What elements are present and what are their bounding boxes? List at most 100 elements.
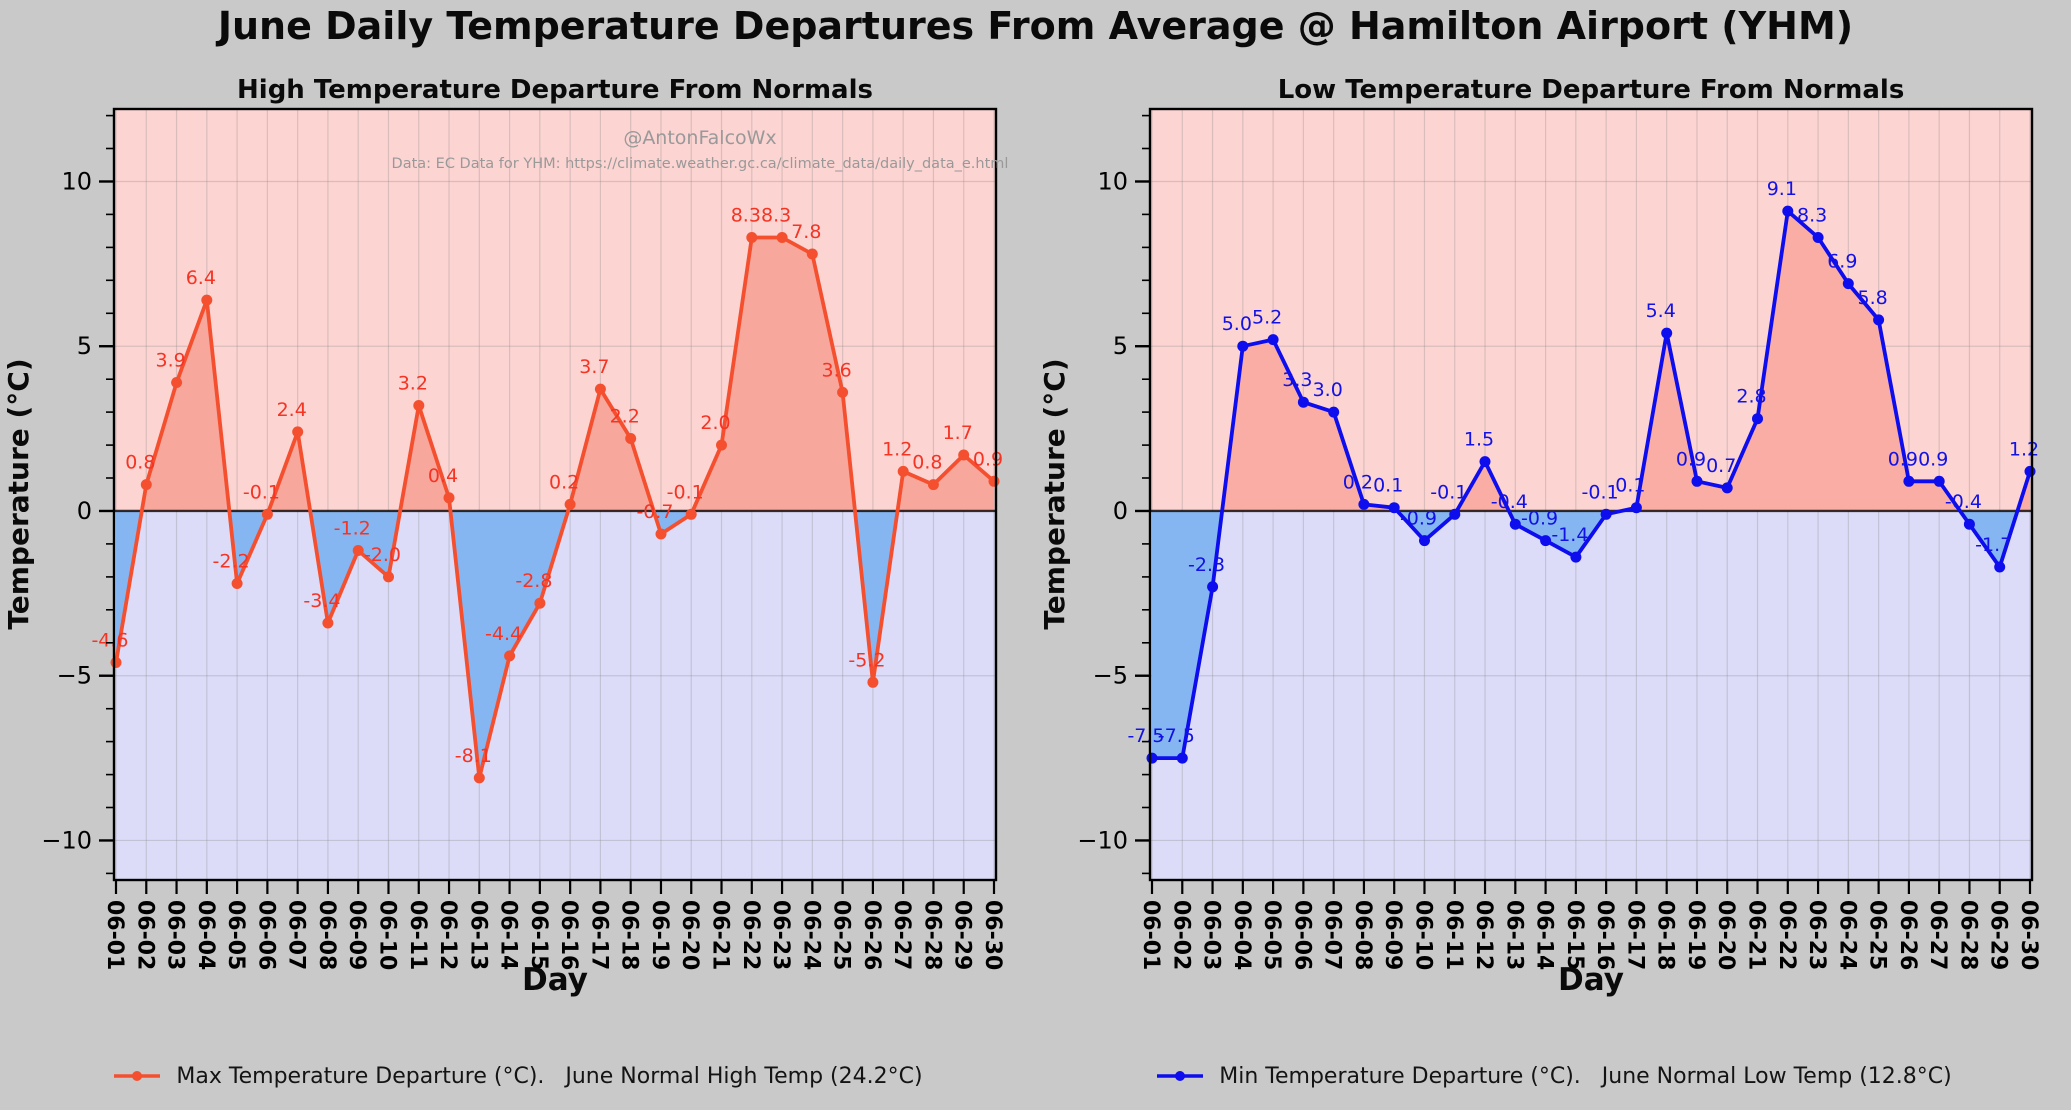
x-axis-label: Day — [522, 962, 588, 998]
y-tick-label: 0 — [1113, 497, 1128, 525]
data-label: 5.4 — [1646, 300, 1676, 322]
data-point — [1570, 551, 1582, 563]
data-point — [140, 479, 152, 491]
data-point — [2024, 465, 2036, 477]
data-label: 0.7 — [1706, 455, 1736, 477]
x-tick-label: 06-19 — [1683, 900, 1708, 970]
data-point — [1661, 327, 1673, 339]
x-tick-label: 06-05 — [1259, 900, 1284, 970]
data-point — [897, 465, 909, 477]
x-tick-label: 06-14 — [496, 900, 521, 970]
x-tick-label: 06-06 — [1289, 900, 1314, 970]
data-point — [201, 294, 213, 306]
x-tick-label: 06-17 — [1622, 900, 1647, 970]
y-tick-label: 10 — [1097, 168, 1128, 196]
data-point — [685, 508, 697, 520]
data-point — [110, 657, 122, 668]
data-label: 7.8 — [791, 221, 821, 243]
data-line — [114, 235, 996, 780]
data-label: 0.9 — [1888, 448, 1918, 470]
x-tick-label: 06-28 — [919, 900, 944, 970]
negative-area-fill — [116, 510, 898, 778]
data-label: 2.4 — [277, 399, 307, 421]
data-label: -0.9 — [1400, 508, 1437, 530]
legend-row: Max Temperature Departure (°C). June Nor… — [0, 1046, 2071, 1106]
data-point — [1146, 752, 1158, 764]
data-point — [1237, 340, 1249, 352]
y-axis-label: Temperature (°C) — [2, 358, 35, 629]
data-label: 9.1 — [1767, 178, 1797, 200]
x-tick-label: 06-25 — [1865, 900, 1890, 970]
data-point — [1509, 518, 1521, 530]
data-point — [716, 439, 727, 451]
data-point — [473, 772, 485, 784]
data-label: 0.8 — [125, 452, 155, 474]
data-label: 0.9 — [1918, 448, 1948, 470]
data-label: 5.2 — [1252, 307, 1282, 329]
x-tick-label: 06-09 — [1380, 900, 1405, 970]
data-label: 1.5 — [1464, 429, 1494, 451]
x-tick-label: 06-25 — [829, 900, 854, 970]
data-label: 0.1 — [1615, 475, 1645, 497]
data-label: -0.1 — [1430, 481, 1467, 503]
legend-line-marker-icon — [114, 1071, 161, 1081]
x-tick-label: 06-20 — [1713, 900, 1738, 970]
x-tick-label: 06-18 — [617, 900, 642, 970]
data-label: -4.6 — [91, 630, 128, 652]
data-point — [1176, 752, 1188, 764]
data-label: 3.3 — [1282, 369, 1312, 391]
data-point — [625, 433, 637, 444]
x-tick-label: 06-15 — [1562, 900, 1587, 970]
x-tick-label: 06-09 — [344, 900, 369, 970]
plot-border — [112, 107, 998, 882]
data-label: 3.6 — [821, 359, 851, 381]
data-point — [1358, 498, 1370, 510]
data-point — [1994, 561, 2006, 573]
x-tick-label: 06-02 — [132, 900, 157, 970]
data-label: -1.7 — [1975, 534, 2012, 556]
data-label: -2.3 — [1188, 554, 1225, 576]
data-point — [1449, 508, 1461, 520]
data-label: -2.0 — [364, 544, 401, 566]
x-tick-label: 06-20 — [677, 900, 702, 970]
x-tick-label: 06-04 — [1229, 900, 1254, 970]
below-zero-band — [114, 510, 996, 880]
data-point — [564, 498, 576, 510]
y-tick-label: 0 — [77, 497, 92, 525]
data-point — [1600, 508, 1612, 520]
data-label: 0.2 — [549, 471, 579, 493]
data-point — [655, 528, 667, 540]
x-tick-label: 06-24 — [1834, 900, 1859, 970]
data-point — [1933, 475, 1945, 487]
data-point — [1963, 518, 1975, 530]
data-point — [1267, 334, 1279, 346]
x-tick-label: 06-05 — [223, 900, 248, 970]
data-point — [1328, 406, 1340, 418]
data-point — [1691, 475, 1703, 487]
data-label: 3.0 — [1313, 379, 1343, 401]
watermark-source: Data: EC Data for YHM: https://climate.w… — [392, 156, 1009, 172]
positive-area-fill — [1152, 211, 2030, 511]
data-label: -1.4 — [1551, 524, 1588, 546]
data-label: -3.4 — [303, 590, 340, 612]
data-point — [1207, 581, 1219, 593]
x-tick-label: 06-08 — [1350, 900, 1375, 970]
data-label: -0.4 — [1491, 491, 1528, 513]
legend-high-temp-label: Max Temperature Departure (°C). June Nor… — [176, 1063, 923, 1089]
data-point — [1873, 314, 1885, 326]
x-tick-label: 06-21 — [708, 900, 733, 970]
y-tick-label: −5 — [57, 662, 92, 690]
data-point — [292, 426, 304, 438]
data-label: -5.2 — [848, 649, 885, 671]
y-tick-label: −10 — [1077, 827, 1128, 855]
legend-high-temp: Max Temperature Departure (°C). June Nor… — [0, 1046, 1035, 1106]
data-point — [1842, 278, 1854, 290]
x-tick-label: 06-06 — [253, 900, 278, 970]
figure-title: June Daily Temperature Departures From A… — [217, 4, 1854, 48]
x-tick-label: 06-13 — [465, 900, 490, 970]
data-point — [1721, 482, 1733, 494]
data-point — [806, 248, 818, 260]
data-label: -0.9 — [1521, 508, 1558, 530]
data-label: 5.0 — [1222, 313, 1252, 335]
